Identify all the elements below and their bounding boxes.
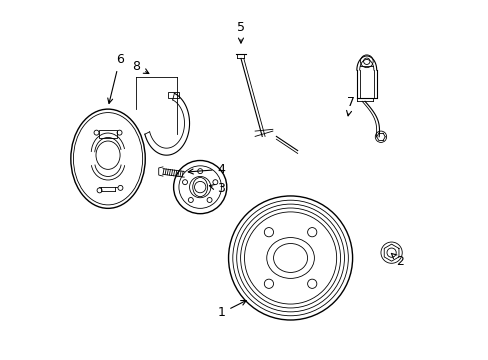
Text: 3: 3	[209, 183, 225, 195]
Text: 1: 1	[217, 301, 246, 319]
Text: 7: 7	[346, 95, 354, 116]
Text: 2: 2	[390, 253, 404, 268]
Text: 4: 4	[188, 163, 225, 176]
Text: 8: 8	[132, 60, 148, 73]
Text: 5: 5	[237, 21, 244, 43]
Text: 6: 6	[107, 53, 123, 103]
